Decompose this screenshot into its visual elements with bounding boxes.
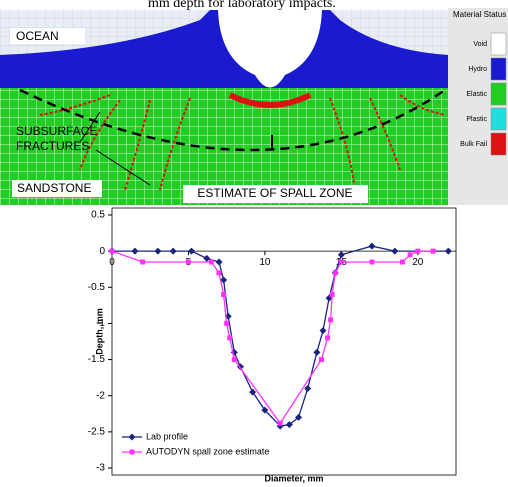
legend-swatch <box>490 132 507 156</box>
y-tick-label: 0 <box>99 246 105 257</box>
point <box>231 357 237 363</box>
point <box>319 327 327 335</box>
y-tick-label: -2 <box>96 390 105 401</box>
point <box>208 259 214 265</box>
y-tick-label: -1.5 <box>88 354 106 365</box>
point <box>332 270 338 276</box>
simulation-image: OCEAN SUBSURFACE FRACTURES SANDSTONE EST… <box>0 8 508 205</box>
point <box>325 335 331 341</box>
y-tick-label: -3 <box>96 463 105 474</box>
y-tick-label: 0.5 <box>91 210 105 221</box>
point <box>227 335 233 341</box>
fractures-label: FRACTURES <box>16 139 89 153</box>
point <box>444 247 452 255</box>
point <box>249 388 257 396</box>
legend-swatch <box>490 57 507 81</box>
legend-marker <box>128 433 136 441</box>
point <box>221 292 227 298</box>
point <box>415 248 421 254</box>
point <box>391 247 399 255</box>
series-line <box>111 250 434 425</box>
legend-title: Material Status <box>453 10 506 19</box>
point <box>216 270 222 276</box>
point <box>215 258 223 266</box>
legend-swatch <box>490 107 507 131</box>
ocean-label: OCEAN <box>16 29 59 43</box>
point <box>329 292 335 298</box>
legend-label: AUTODYN spall zone estimate <box>146 446 269 456</box>
legend-swatch <box>490 82 507 106</box>
point <box>224 320 230 326</box>
point <box>140 259 146 265</box>
y-axis-title: Depth, mm <box>94 308 104 355</box>
x-axis-title: Diameter, mm <box>264 473 323 483</box>
x-tick-label: 10 <box>259 257 271 268</box>
point <box>185 259 191 265</box>
legend-label: Hydro <box>468 66 487 73</box>
series-line <box>112 245 449 427</box>
point <box>169 247 177 255</box>
chart: 0.50-0.5-1-1.5-2-2.5-305101520Diameter, … <box>88 207 457 483</box>
point <box>399 259 405 265</box>
point <box>313 348 321 356</box>
point <box>261 406 269 414</box>
point <box>220 276 228 284</box>
legend-label: Void <box>473 41 487 48</box>
legend-label: Plastic <box>466 116 487 123</box>
point <box>338 259 344 265</box>
point <box>295 413 303 421</box>
point <box>337 251 345 259</box>
point <box>430 248 436 254</box>
point <box>109 248 115 254</box>
point <box>188 247 196 255</box>
x-tick-label: 0 <box>109 257 115 268</box>
legend-marker <box>129 449 135 455</box>
point <box>285 421 293 429</box>
point <box>328 317 334 323</box>
legend-label: Lab profile <box>146 431 188 441</box>
plot-frame <box>111 207 457 476</box>
point <box>304 384 312 392</box>
caption: mm depth for laboratory impacts. <box>148 0 336 11</box>
fractures-label: SUBSURFACE <box>16 124 97 138</box>
legend-label: Elastic <box>466 91 487 98</box>
point <box>203 254 211 262</box>
legend-label: Bulk Fail <box>460 141 487 148</box>
point <box>407 252 413 258</box>
point <box>131 247 139 255</box>
sandstone-label: SANDSTONE <box>17 181 91 195</box>
y-tick-label: -2.5 <box>88 426 106 437</box>
y-tick-label: -0.5 <box>88 282 106 293</box>
spall-label: ESTIMATE OF SPALL ZONE <box>197 186 352 200</box>
point <box>369 259 375 265</box>
point <box>318 357 324 363</box>
point <box>154 247 162 255</box>
x-tick-label: 20 <box>412 257 424 268</box>
y-tick-label: -1 <box>96 318 105 329</box>
point <box>368 242 376 250</box>
legend-swatch <box>490 32 507 56</box>
point <box>277 420 283 426</box>
simulation-legend: Void Hydro Elastic Plastic Bulk Fail <box>460 32 507 156</box>
